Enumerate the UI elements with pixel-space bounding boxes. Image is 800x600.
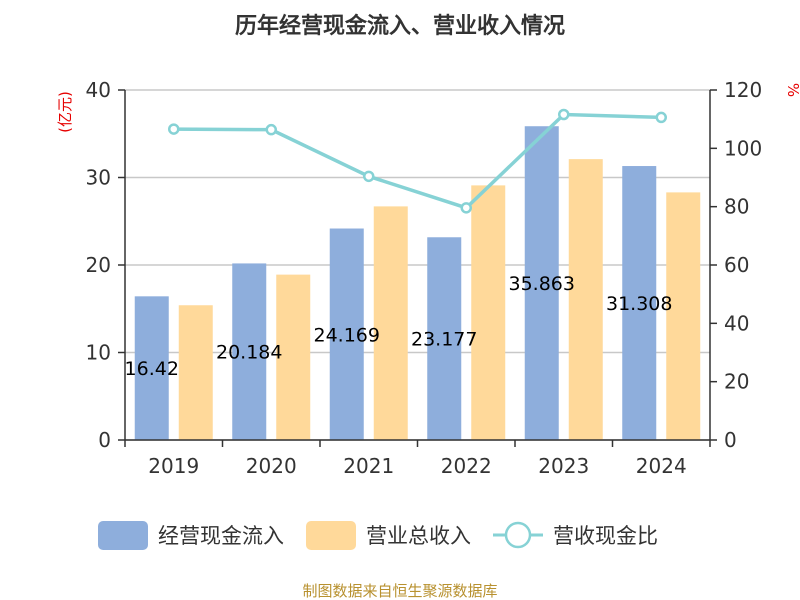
bar (666, 192, 701, 440)
right-tick-label: 80 (724, 195, 749, 219)
bar-labels: 16.42 20.184 24.169 23.177 35.863 31.308 (125, 273, 673, 380)
legend-item: 营收现金比 (493, 521, 658, 549)
bar (276, 274, 311, 440)
left-tick-label: 30 (86, 166, 111, 190)
bar-data-label: 16.42 (125, 358, 179, 380)
legend-label: 营收现金比 (553, 524, 658, 548)
bar (373, 206, 408, 440)
bar-data-label: 24.169 (314, 324, 380, 346)
chart-title: 历年经营现金流入、营业收入情况 (235, 13, 565, 39)
x-tick-label: 2019 (148, 454, 199, 478)
bar (471, 185, 506, 440)
bar (232, 263, 267, 440)
x-tick-label: 2022 (441, 454, 492, 478)
left-tick-label: 40 (86, 78, 111, 102)
bar-data-label: 31.308 (606, 293, 672, 315)
right-tick-label: 40 (724, 311, 749, 335)
right-tick-label: 20 (724, 370, 749, 394)
bar (427, 237, 462, 440)
x-tick-label: 2020 (246, 454, 297, 478)
left-tick-label: 20 (86, 253, 111, 277)
ratio-point (558, 108, 570, 121)
bar-data-label: 23.177 (411, 329, 477, 351)
ratio-line-path (173, 112, 662, 210)
ratio-point (168, 123, 180, 135)
bars (134, 126, 701, 440)
bar-data-label: 35.863 (509, 273, 575, 295)
left-tick-label: 0 (98, 428, 111, 452)
right-tick-label: 100 (724, 136, 762, 160)
bar (568, 159, 603, 440)
legend-label: 营业总收入 (366, 524, 471, 548)
ratio-point (265, 123, 277, 136)
legend-item: 营业总收入 (306, 521, 471, 550)
legend-label: 经营现金流入 (158, 524, 284, 548)
legend: 经营现金流入 营业总收入 营收现金比 (98, 521, 658, 550)
axes: 0 10 20 30 40 0 20 40 60 80 100 120 2019 2020 2021 2022… (86, 78, 763, 478)
left-tick-label: 10 (86, 341, 111, 365)
bar-data-label: 20.184 (216, 342, 282, 364)
bar (178, 305, 213, 440)
legend-swatch (98, 521, 148, 550)
bar (524, 126, 559, 440)
left-axis-unit: (亿元) (56, 91, 74, 133)
x-tick-label: 2021 (343, 454, 394, 478)
right-axis-unit: % (784, 83, 800, 97)
ratio-point (655, 111, 667, 124)
source-note: 制图数据来自恒生聚源数据库 (302, 582, 497, 600)
legend-swatch (306, 521, 356, 550)
ratio-point (363, 170, 375, 183)
right-tick-label: 0 (724, 428, 737, 452)
ratio-point (460, 202, 472, 214)
bar (134, 296, 169, 440)
right-tick-label: 60 (724, 253, 749, 277)
legend-item: 经营现金流入 (98, 521, 284, 550)
legend-marker (504, 521, 532, 549)
ratio-line (168, 108, 667, 214)
right-tick-label: 120 (724, 78, 762, 102)
x-tick-label: 2024 (636, 454, 687, 478)
bar (329, 228, 364, 440)
x-tick-label: 2023 (538, 454, 589, 478)
bar (622, 166, 657, 440)
